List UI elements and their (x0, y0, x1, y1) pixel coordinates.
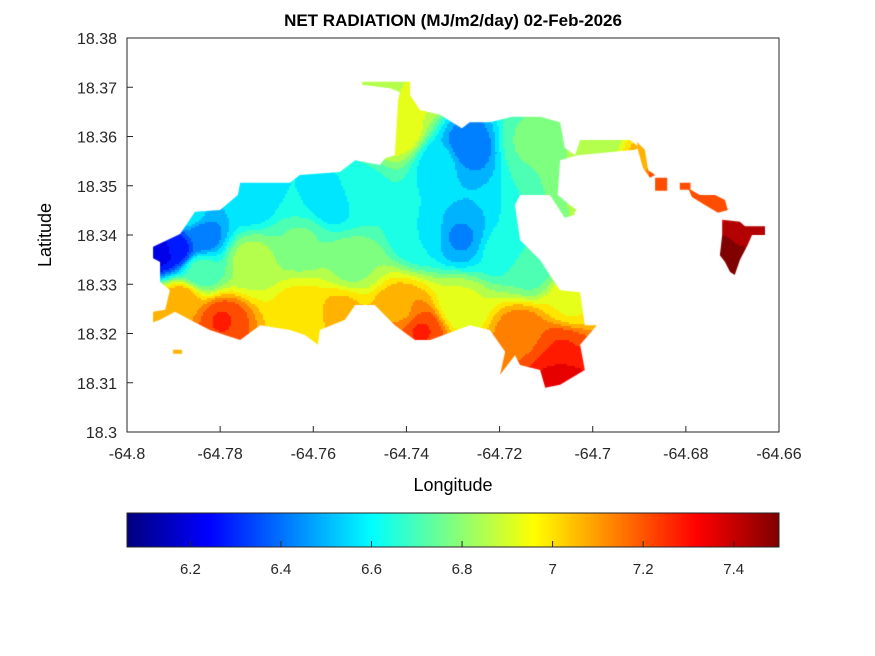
tick-group: -64.8 -64.78 -64.76 -64.74 -64.72 -64.7 -64.68… (77, 31, 802, 463)
y-axis-label: Latitude (35, 203, 55, 267)
radiation-contour-map (127, 38, 779, 432)
y-tick-label: 18.38 (77, 31, 117, 48)
chart-title: NET RADIATION (MJ/m2/day) 02-Feb-2026 (284, 11, 622, 30)
y-tick-label: 18.33 (77, 277, 117, 294)
y-tick-label: 18.3 (86, 425, 117, 442)
x-axis-label: Longitude (413, 475, 492, 495)
colorbar (127, 513, 779, 547)
x-tick-label: -64.76 (291, 446, 336, 463)
x-tick-label: -64.7 (574, 446, 611, 463)
x-tick-label: -64.72 (477, 446, 522, 463)
y-tick-label: 18.35 (77, 179, 117, 196)
y-tick-label: 18.32 (77, 327, 117, 344)
x-tick-label: -64.68 (663, 446, 708, 463)
x-tick-label: -64.8 (109, 446, 146, 463)
y-tick-label: 18.37 (77, 80, 117, 97)
y-tick-label: 18.31 (77, 376, 117, 393)
x-tick-label: -64.74 (384, 446, 429, 463)
x-tick-label: -64.78 (197, 446, 242, 463)
y-tick-label: 18.36 (77, 130, 117, 147)
y-tick-label: 18.34 (77, 228, 117, 245)
x-tick-label: -64.66 (756, 446, 801, 463)
